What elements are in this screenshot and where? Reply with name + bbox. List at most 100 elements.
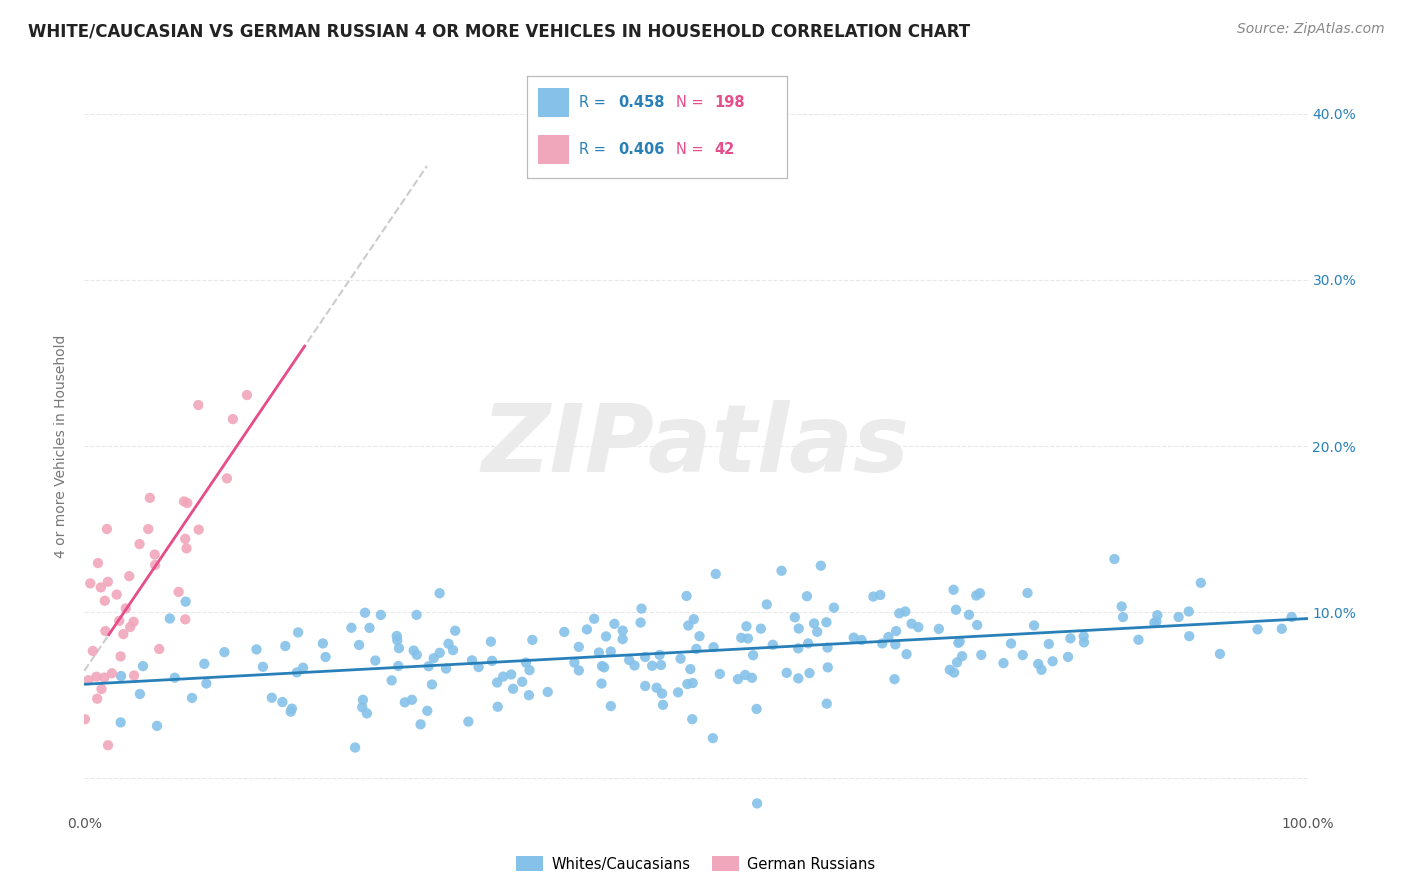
Point (159, 611, 181, 625)
Point (797, 636, 820, 650)
Point (93, 671, 115, 685)
Point (461, 653, 484, 667)
Point (568, 664, 591, 678)
Point (388, 641, 411, 656)
Point (946, 656, 969, 670)
Point (1111, 599, 1133, 614)
Point (742, 648, 765, 663)
Point (312, 636, 335, 650)
Point (796, 589, 818, 603)
Point (823, 600, 845, 615)
Y-axis label: 4 or more Vehicles in Household: 4 or more Vehicles in Household (55, 334, 69, 558)
Point (1104, 552, 1126, 566)
Point (486, 699, 509, 714)
Point (359, 621, 381, 635)
Point (187, 523, 209, 537)
Point (110, 649, 132, 664)
Point (675, 589, 697, 603)
Point (285, 665, 308, 680)
Point (630, 601, 652, 615)
Point (420, 677, 443, 691)
Point (457, 714, 479, 729)
Point (139, 491, 162, 505)
Point (364, 654, 387, 668)
Point (519, 663, 541, 677)
Point (787, 622, 810, 636)
Point (148, 642, 170, 657)
Point (96, 522, 118, 536)
Text: ZIPatlas: ZIPatlas (482, 400, 910, 492)
Point (770, 564, 793, 578)
Point (479, 634, 502, 648)
Point (1167, 610, 1189, 624)
Point (1073, 635, 1095, 649)
Point (352, 693, 374, 707)
Text: WHITE/CAUCASIAN VS GERMAN RUSSIAN 4 OR MORE VEHICLES IN HOUSEHOLD CORRELATION CH: WHITE/CAUCASIAN VS GERMAN RUSSIAN 4 OR M… (28, 22, 970, 40)
Point (280, 705, 302, 719)
Point (97, 574, 120, 589)
Point (492, 669, 515, 683)
Point (82, 644, 104, 658)
Point (128, 687, 150, 701)
Point (481, 654, 503, 668)
Point (370, 607, 392, 622)
Point (173, 494, 195, 508)
Point (851, 633, 873, 648)
Point (387, 633, 409, 648)
Point (745, 702, 768, 716)
Point (884, 637, 907, 651)
Point (612, 624, 634, 638)
Point (884, 624, 907, 638)
Point (347, 638, 370, 652)
Point (418, 659, 440, 673)
Point (747, 797, 769, 811)
Point (437, 637, 460, 651)
Text: 0.458: 0.458 (619, 95, 665, 110)
Point (73, 712, 96, 726)
Point (1031, 663, 1053, 677)
Point (877, 630, 900, 644)
Point (110, 669, 132, 683)
Text: R =: R = (579, 142, 610, 157)
Point (676, 677, 699, 691)
Point (735, 619, 758, 633)
Point (591, 659, 613, 673)
Point (634, 650, 657, 665)
Point (553, 624, 575, 639)
Point (195, 676, 218, 690)
Point (1144, 615, 1167, 629)
Point (79, 576, 101, 591)
Point (1073, 629, 1095, 643)
Text: Source: ZipAtlas.com: Source: ZipAtlas.com (1237, 22, 1385, 37)
Point (869, 588, 891, 602)
Point (1178, 605, 1201, 619)
Point (652, 698, 675, 712)
Point (870, 636, 893, 650)
Point (120, 620, 142, 634)
Point (949, 634, 972, 648)
Point (94, 593, 117, 607)
Point (1271, 622, 1294, 636)
Point (429, 646, 451, 660)
Text: N =: N = (675, 95, 707, 110)
FancyBboxPatch shape (537, 136, 569, 164)
Point (86, 691, 108, 706)
Point (434, 662, 457, 676)
Point (118, 569, 141, 583)
Point (444, 624, 467, 638)
Point (1038, 637, 1060, 651)
Point (575, 623, 598, 637)
Point (650, 658, 672, 673)
Point (114, 601, 136, 615)
Point (122, 668, 145, 682)
Point (181, 690, 204, 705)
Point (896, 647, 918, 661)
Point (966, 618, 988, 632)
Point (281, 701, 304, 715)
Point (405, 607, 427, 622)
Text: 42: 42 (714, 142, 735, 157)
Point (734, 668, 756, 682)
Point (274, 639, 297, 653)
Point (174, 595, 197, 609)
Point (817, 640, 839, 655)
